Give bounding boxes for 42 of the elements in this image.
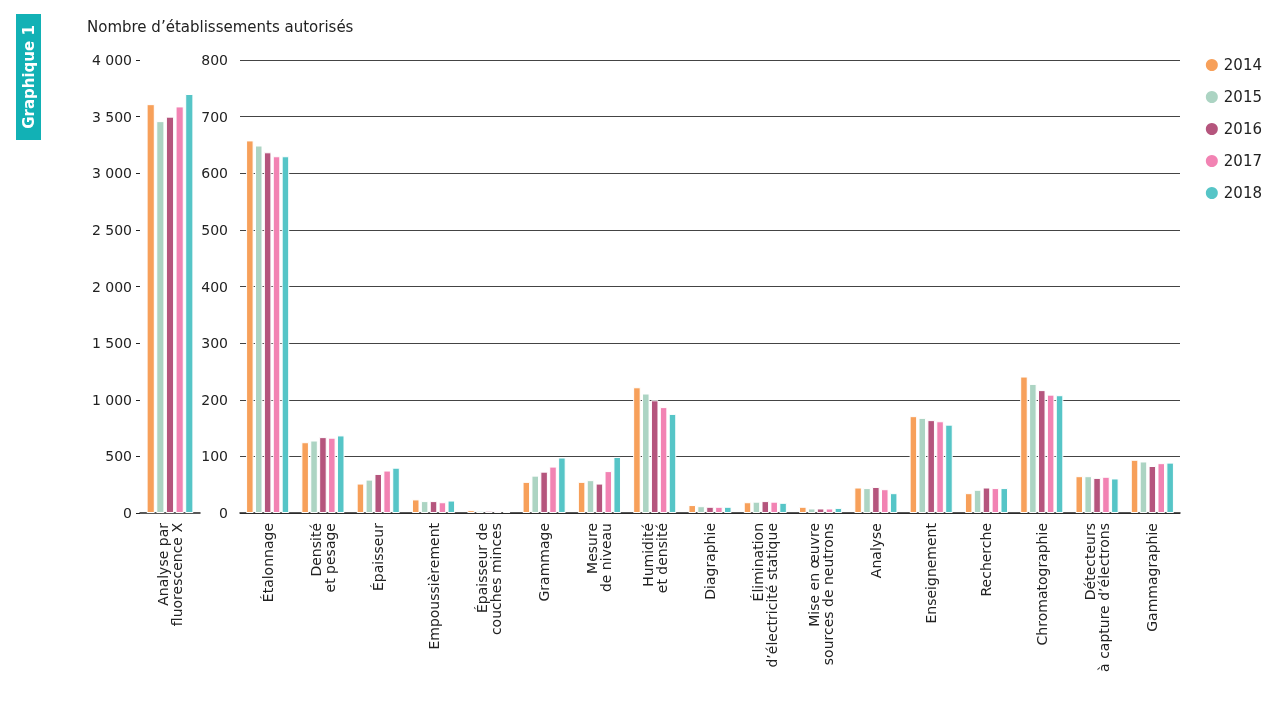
x-tick-label: Diagraphie [702, 523, 718, 600]
x-tick-label: Grammage [536, 523, 553, 602]
text: Graphique 1 [20, 25, 38, 129]
x-tick-label: Enseignement [923, 522, 940, 624]
y-tick-label: 3 000 [91, 165, 132, 182]
legend-label: 2018 [1223, 184, 1263, 202]
y-tick-label: 0 [219, 505, 228, 521]
y-tick-label: 400 [201, 278, 228, 295]
y-tick-label: 200 [201, 391, 228, 408]
y-tick-label: 600 [201, 165, 228, 182]
x-tick-label: Épaisseur de couches minces [473, 523, 504, 636]
legend-label: 2017 [1223, 152, 1263, 170]
x-tick-label: Étalonnage [259, 523, 276, 603]
y-tick-label: 100 [201, 448, 228, 465]
x-tick-label: Densité et pesage [307, 523, 338, 593]
y-tick-label: 500 [201, 221, 228, 238]
y-tick-label: 700 [201, 108, 228, 125]
y-tick-label: 0 [123, 505, 132, 521]
x-tick-label: Chromatographie [1033, 523, 1050, 646]
y-tick-label: 4 000 [91, 52, 132, 68]
x-tick-label: Analyse [867, 523, 884, 579]
y-tick-label: 500 [105, 448, 132, 465]
x-tick-label: Mesure de niveau [584, 523, 615, 593]
legend-label: 2016 [1223, 120, 1263, 138]
legend-label: 2014 [1223, 56, 1263, 74]
x-tick-label: Empoussièrement [425, 522, 442, 650]
x-tick-label: Analyse par fluorescence X [155, 522, 185, 627]
x-tick-label: Épaisseur [370, 522, 387, 592]
y-tick-label: 1 500 [91, 335, 132, 352]
bar [1130, 459, 1139, 513]
x-tick-label: Détecteurs à capture d’électrons [1082, 523, 1113, 672]
bar [281, 156, 290, 513]
y-tick-label: 2 000 [91, 278, 132, 295]
x-tick-label: Recherche [978, 523, 995, 597]
y-tick-label: 800 [201, 52, 228, 68]
x-tick-label: Gammagraphie [1144, 523, 1161, 632]
legend-label: 2015 [1223, 88, 1263, 106]
y-tick-label: 1 000 [91, 391, 132, 408]
y-tick-label: 3 500 [91, 108, 132, 125]
y-axis-title: Nombre d’établissements autorisés [87, 17, 354, 36]
y-tick-label: 300 [201, 335, 228, 352]
y-tick-label: 2 500 [91, 221, 132, 238]
